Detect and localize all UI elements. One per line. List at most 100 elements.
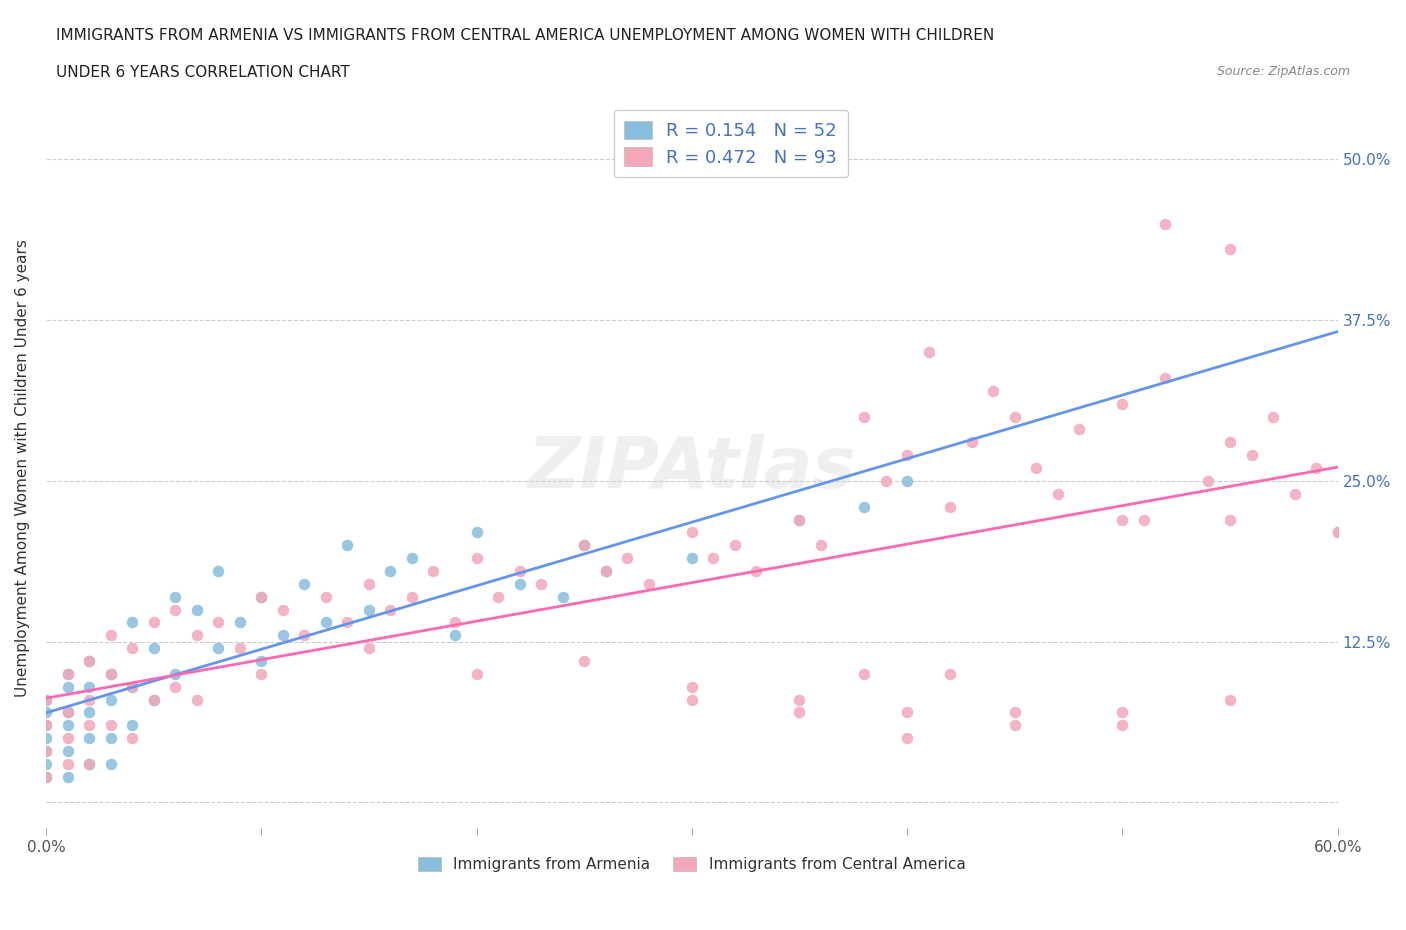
Point bbox=[875, 473, 897, 488]
Point bbox=[853, 667, 876, 682]
Text: ZIPAtlas: ZIPAtlas bbox=[527, 433, 856, 502]
Point bbox=[444, 615, 467, 630]
Point bbox=[77, 756, 100, 771]
Point bbox=[250, 654, 273, 669]
Point bbox=[1133, 512, 1156, 527]
Point bbox=[336, 538, 359, 552]
Point bbox=[465, 525, 488, 539]
Point bbox=[595, 564, 617, 578]
Point bbox=[250, 590, 273, 604]
Point bbox=[401, 551, 423, 565]
Point bbox=[551, 590, 574, 604]
Point bbox=[56, 744, 79, 759]
Point bbox=[1046, 486, 1069, 501]
Point bbox=[77, 756, 100, 771]
Point bbox=[100, 667, 122, 682]
Point bbox=[207, 641, 229, 656]
Point bbox=[357, 641, 380, 656]
Point bbox=[100, 731, 122, 746]
Point bbox=[100, 756, 122, 771]
Point bbox=[981, 383, 1004, 398]
Point bbox=[1219, 435, 1241, 450]
Point bbox=[422, 564, 444, 578]
Point bbox=[1111, 396, 1133, 411]
Point bbox=[292, 628, 315, 643]
Point bbox=[509, 564, 531, 578]
Point bbox=[77, 679, 100, 694]
Point bbox=[165, 590, 187, 604]
Point bbox=[444, 628, 467, 643]
Point bbox=[939, 499, 962, 514]
Point bbox=[1326, 525, 1348, 539]
Point bbox=[401, 590, 423, 604]
Point bbox=[250, 590, 273, 604]
Point bbox=[336, 615, 359, 630]
Point bbox=[1111, 705, 1133, 720]
Point bbox=[896, 731, 918, 746]
Point bbox=[56, 667, 79, 682]
Point bbox=[35, 718, 58, 733]
Point bbox=[681, 551, 703, 565]
Point bbox=[357, 577, 380, 591]
Point bbox=[1219, 692, 1241, 707]
Point bbox=[77, 654, 100, 669]
Point bbox=[572, 538, 595, 552]
Text: Source: ZipAtlas.com: Source: ZipAtlas.com bbox=[1216, 65, 1350, 78]
Point bbox=[165, 679, 187, 694]
Point bbox=[35, 744, 58, 759]
Point bbox=[853, 499, 876, 514]
Point bbox=[1154, 371, 1177, 386]
Point bbox=[35, 692, 58, 707]
Point bbox=[724, 538, 747, 552]
Point bbox=[1305, 460, 1327, 475]
Point bbox=[917, 345, 939, 360]
Point bbox=[292, 577, 315, 591]
Point bbox=[271, 628, 294, 643]
Point bbox=[1004, 705, 1026, 720]
Point bbox=[896, 447, 918, 462]
Point bbox=[35, 718, 58, 733]
Point bbox=[572, 654, 595, 669]
Point bbox=[853, 409, 876, 424]
Point bbox=[35, 769, 58, 784]
Point bbox=[1111, 718, 1133, 733]
Point bbox=[789, 705, 811, 720]
Point bbox=[509, 577, 531, 591]
Point bbox=[207, 564, 229, 578]
Point bbox=[486, 590, 509, 604]
Point bbox=[121, 718, 143, 733]
Point bbox=[1219, 242, 1241, 257]
Point bbox=[1284, 486, 1306, 501]
Point bbox=[186, 628, 208, 643]
Point bbox=[380, 564, 402, 578]
Point bbox=[530, 577, 553, 591]
Point bbox=[56, 718, 79, 733]
Point bbox=[121, 615, 143, 630]
Y-axis label: Unemployment Among Women with Children Under 6 years: Unemployment Among Women with Children U… bbox=[15, 239, 30, 697]
Point bbox=[77, 692, 100, 707]
Point bbox=[56, 667, 79, 682]
Point bbox=[1219, 512, 1241, 527]
Point bbox=[789, 512, 811, 527]
Point bbox=[121, 731, 143, 746]
Point bbox=[165, 667, 187, 682]
Point bbox=[100, 667, 122, 682]
Point bbox=[35, 744, 58, 759]
Point bbox=[100, 628, 122, 643]
Point bbox=[56, 731, 79, 746]
Point bbox=[681, 525, 703, 539]
Point bbox=[810, 538, 832, 552]
Point bbox=[465, 667, 488, 682]
Point bbox=[100, 692, 122, 707]
Point bbox=[121, 679, 143, 694]
Point bbox=[315, 615, 337, 630]
Text: UNDER 6 YEARS CORRELATION CHART: UNDER 6 YEARS CORRELATION CHART bbox=[56, 65, 350, 80]
Point bbox=[56, 756, 79, 771]
Point bbox=[1025, 460, 1047, 475]
Point bbox=[121, 679, 143, 694]
Point bbox=[1004, 718, 1026, 733]
Point bbox=[465, 551, 488, 565]
Point bbox=[77, 731, 100, 746]
Point bbox=[271, 602, 294, 617]
Point bbox=[77, 705, 100, 720]
